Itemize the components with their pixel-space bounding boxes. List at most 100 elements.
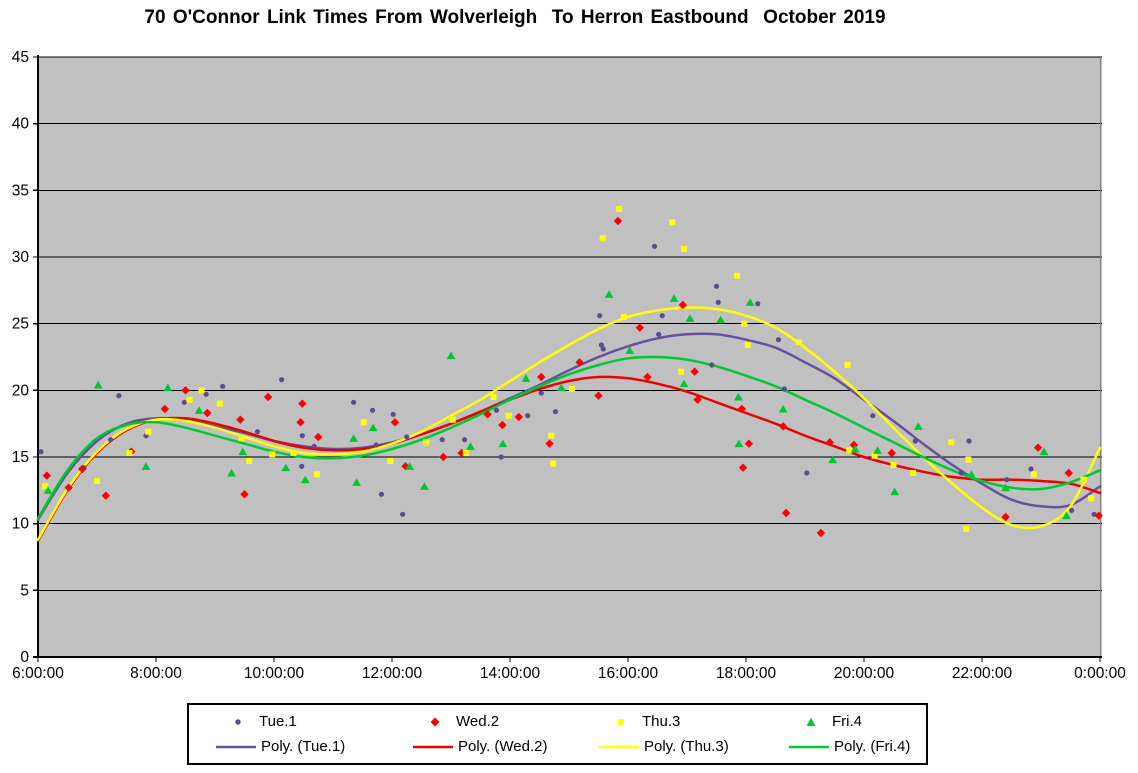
marker-Wed.2 bbox=[298, 399, 307, 408]
y-tick-label: 10 bbox=[12, 516, 30, 533]
marker-Wed.2 bbox=[1033, 443, 1043, 452]
marker-Fri.4 bbox=[466, 442, 475, 450]
marker-Tue.1 bbox=[351, 399, 357, 405]
marker-Tue.1 bbox=[1004, 477, 1010, 483]
marker-Tue.1 bbox=[659, 313, 665, 319]
y-tick-label: 30 bbox=[12, 249, 30, 266]
marker-Thu.3 bbox=[550, 460, 557, 467]
marker-Wed.2 bbox=[498, 420, 507, 430]
x-tick-label: 14:00:00 bbox=[480, 665, 541, 682]
wed2-marker-icon bbox=[430, 716, 440, 727]
marker-Wed.2 bbox=[160, 404, 170, 414]
marker-Wed.2 bbox=[483, 410, 492, 419]
y-tick-label: 25 bbox=[12, 316, 29, 333]
marker-Thu.3 bbox=[462, 450, 469, 456]
marker-Wed.2 bbox=[42, 471, 52, 480]
marker-Thu.3 bbox=[314, 471, 321, 478]
marker-Fri.4 bbox=[873, 446, 882, 454]
marker-Thu.3 bbox=[568, 386, 575, 392]
legend: Tue.1 Wed.2 Thu.3 Fri.4 Poly. (Tue.1) Po… bbox=[187, 703, 928, 765]
marker-Thu.3 bbox=[846, 447, 853, 454]
marker-Fri.4 bbox=[966, 470, 976, 478]
marker-Thu.3 bbox=[599, 235, 606, 242]
marker-Thu.3 bbox=[490, 394, 497, 400]
marker-Tue.1 bbox=[439, 437, 445, 443]
marker-Wed.2 bbox=[678, 300, 688, 310]
marker-Thu.3 bbox=[360, 419, 367, 426]
marker-Tue.1 bbox=[870, 413, 876, 419]
x-tick-label: 10:00:00 bbox=[244, 665, 305, 682]
marker-Thu.3 bbox=[620, 314, 627, 320]
marker-Wed.2 bbox=[643, 372, 652, 382]
thu3-marker-icon bbox=[618, 718, 624, 725]
marker-Thu.3 bbox=[290, 450, 297, 456]
marker-Tue.1 bbox=[958, 470, 964, 476]
legend-item-poly-tue1: Poly. (Tue.1) bbox=[215, 738, 345, 755]
tue1-marker-icon bbox=[235, 718, 241, 725]
x-tick-label: 22:00:00 bbox=[952, 665, 1013, 682]
marker-Wed.2 bbox=[594, 391, 603, 400]
marker-Tue.1 bbox=[538, 390, 544, 396]
marker-Tue.1 bbox=[220, 383, 226, 389]
marker-Wed.2 bbox=[737, 404, 747, 414]
marker-Fri.4 bbox=[828, 455, 838, 464]
y-tick-label: 15 bbox=[12, 449, 29, 466]
marker-Fri.4 bbox=[194, 406, 204, 414]
marker-Thu.3 bbox=[678, 368, 685, 375]
marker-Wed.2 bbox=[78, 464, 87, 474]
y-tick-label: 35 bbox=[12, 182, 29, 199]
marker-Fri.4 bbox=[685, 314, 695, 322]
marker-Thu.3 bbox=[198, 387, 205, 394]
marker-Tue.1 bbox=[378, 491, 384, 497]
marker-Fri.4 bbox=[43, 486, 53, 494]
marker-Thu.3 bbox=[387, 458, 394, 464]
marker-Wed.2 bbox=[240, 490, 249, 499]
marker-Thu.3 bbox=[741, 320, 748, 327]
x-tick-label: 0:00:00 bbox=[1074, 665, 1126, 682]
marker-Thu.3 bbox=[965, 456, 972, 463]
marker-Thu.3 bbox=[1080, 476, 1087, 483]
marker-Thu.3 bbox=[238, 435, 245, 442]
poly-thu3-line-icon bbox=[599, 745, 639, 748]
legend-label: Fri.4 bbox=[832, 713, 862, 730]
marker-Wed.2 bbox=[263, 392, 273, 402]
marker-Fri.4 bbox=[93, 380, 103, 389]
marker-Wed.2 bbox=[1064, 468, 1073, 478]
marker-Wed.2 bbox=[635, 323, 644, 332]
marker-Tue.1 bbox=[715, 299, 721, 305]
marker-Tue.1 bbox=[373, 442, 379, 448]
marker-Tue.1 bbox=[461, 437, 468, 443]
marker-Tue.1 bbox=[709, 362, 715, 368]
marker-Thu.3 bbox=[963, 526, 970, 532]
marker-Tue.1 bbox=[656, 331, 662, 337]
marker-Fri.4 bbox=[1001, 483, 1010, 492]
poly-wed2-line-icon bbox=[413, 745, 453, 748]
marker-Tue.1 bbox=[404, 434, 410, 440]
legend-label: Poly. (Thu.3) bbox=[644, 738, 729, 755]
marker-Fri.4 bbox=[227, 468, 236, 477]
marker-Thu.3 bbox=[1088, 495, 1095, 502]
marker-Thu.3 bbox=[216, 400, 223, 407]
trendline-Poly. (Tue.1) bbox=[36, 332, 1102, 521]
marker-Wed.2 bbox=[690, 367, 699, 376]
y-tick-label: 40 bbox=[12, 116, 30, 133]
marker-Wed.2 bbox=[390, 418, 400, 427]
marker-Tue.1 bbox=[299, 433, 305, 439]
marker-Fri.4 bbox=[556, 383, 566, 392]
marker-Tue.1 bbox=[781, 386, 787, 392]
legend-item-fri4: Fri.4 bbox=[803, 713, 862, 730]
marker-Thu.3 bbox=[890, 462, 897, 468]
marker-Thu.3 bbox=[269, 451, 276, 458]
marker-Wed.2 bbox=[545, 439, 554, 448]
marker-Wed.2 bbox=[825, 438, 834, 447]
marker-Tue.1 bbox=[390, 411, 396, 417]
marker-Tue.1 bbox=[254, 429, 261, 435]
legend-item-poly-fri4: Poly. (Fri.4) bbox=[788, 738, 910, 755]
marker-Fri.4 bbox=[625, 346, 635, 354]
marker-Tue.1 bbox=[651, 243, 658, 249]
marker-Fri.4 bbox=[716, 315, 726, 324]
marker-Wed.2 bbox=[738, 463, 748, 472]
marker-Fri.4 bbox=[405, 462, 415, 470]
marker-Tue.1 bbox=[1028, 466, 1034, 472]
